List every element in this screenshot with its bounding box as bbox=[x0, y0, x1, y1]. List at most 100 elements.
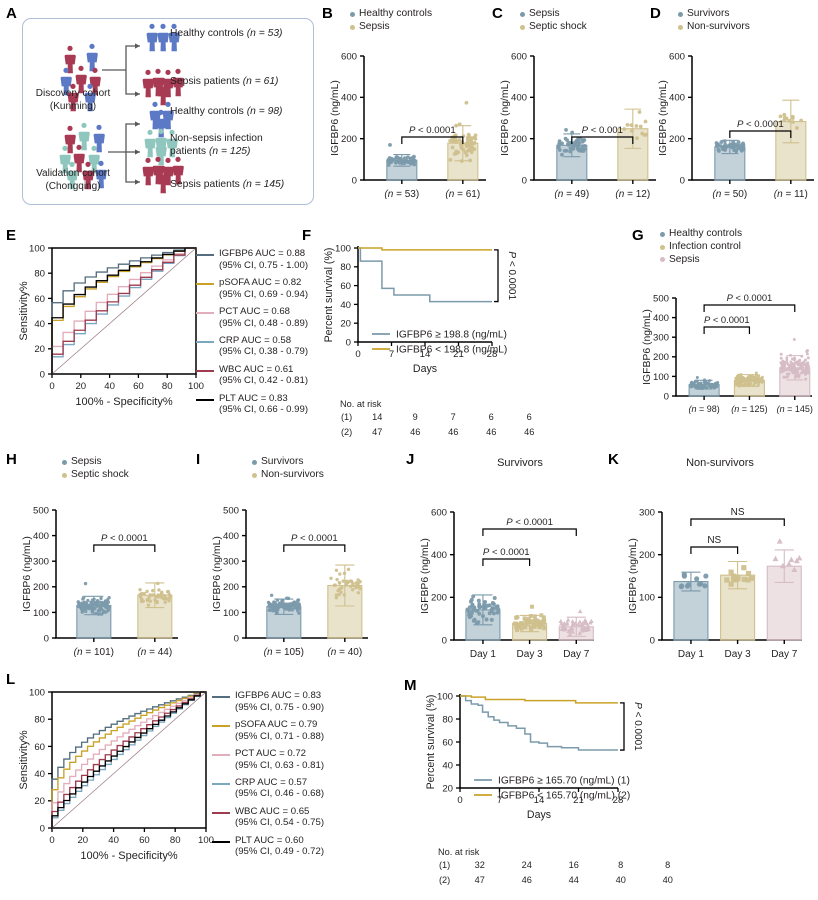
axis-tick-label: 60 bbox=[34, 294, 45, 305]
survival-legend-label: IGFBP6 < 165.70 (ng/mL) (2) bbox=[498, 791, 630, 802]
panel-a-arm-0: Healthy controls (n = 53) bbox=[170, 27, 282, 40]
axis-tick-label: 40 bbox=[34, 769, 45, 780]
legend-ci-line: (95% CI, 0.46 - 0.68) bbox=[235, 788, 325, 800]
legend-line-swatch bbox=[196, 254, 214, 256]
x-axis-tick-label: (n = 53) bbox=[384, 189, 419, 200]
panel-j-chart: 0 200 400 600 IGFBP6 (ng/mL) Day 1 Day 3 Day 7 P… bbox=[412, 478, 600, 668]
axis-tick-label: 21 bbox=[573, 795, 584, 806]
legend-line-swatch bbox=[212, 840, 230, 843]
risk-cell: 46 bbox=[521, 874, 532, 885]
legend-label: PCT AUC = 0.68 (95% CI, 0.48 - 0.89) bbox=[219, 306, 308, 329]
legend-line-swatch bbox=[212, 696, 230, 698]
legend-ci-line: (95% CI, 0.71 - 0.88) bbox=[235, 730, 325, 742]
axis-tick-label: 20 bbox=[442, 783, 453, 794]
y-axis-title: IGFBP6 (ng/mL) bbox=[212, 536, 223, 612]
panel-f-risk-table: No. at risk (1) 14 9 7 6 6 (2) 47 46 46 46 46 bbox=[340, 398, 548, 439]
legend-label: IGFBP6 AUC = 0.83 (95% CI, 0.75 - 0.90) bbox=[235, 690, 324, 713]
p-value-annotation: P < 0.0001 bbox=[727, 292, 773, 303]
panel-g-legend: Healthy controls Infection control Sepsi… bbox=[660, 228, 742, 266]
bar-group bbox=[512, 604, 548, 641]
risk-cell: 14 bbox=[372, 412, 383, 423]
panel-h-chart: 0 100 200 300 400 500 IGFBP6 (ng/mL) (n = 101) (… bbox=[14, 490, 184, 668]
arm-n: (n = 98) bbox=[246, 106, 283, 117]
axis-tick-label: 200 bbox=[511, 134, 527, 145]
p-value-annotation: NS bbox=[731, 507, 745, 518]
arm-n: (n = 53) bbox=[246, 28, 283, 39]
arm-text: Non-sepsis infection patients bbox=[170, 133, 263, 158]
axis-tick-label: 300 bbox=[653, 333, 669, 344]
roc-legend-item: PLT AUC = 0.60 (95% CI, 0.49 - 0.72) bbox=[212, 835, 324, 858]
axis-tick-label: 0 bbox=[44, 633, 49, 644]
axis-tick-label: 0 bbox=[352, 175, 357, 186]
panel-d-chart: 0 200 400 600 IGFBP6 (ng/mL) (n = 50) (n = 11)… bbox=[650, 40, 818, 210]
risk-table-row: (1) 32 24 16 8 8 bbox=[438, 858, 691, 872]
risk-cell: 40 bbox=[662, 874, 673, 885]
roc-legend-item: WBC AUC = 0.61 (95% CI, 0.42 - 0.81) bbox=[196, 364, 308, 387]
p-value-annotation: P < 0.0001 bbox=[632, 702, 643, 751]
axis-tick-label: 400 bbox=[341, 93, 357, 104]
panel-a-arm-2: Healthy controls (n = 98) bbox=[170, 105, 282, 118]
axis-tick-label: 200 bbox=[653, 352, 669, 363]
risk-cell: 32 bbox=[474, 860, 485, 871]
legend-line-swatch bbox=[196, 311, 214, 314]
axis-tick-label: 0 bbox=[40, 369, 45, 380]
panel-b-label: B bbox=[322, 5, 333, 22]
bar-group bbox=[714, 139, 746, 181]
y-axis-title: Percent survival (%) bbox=[425, 695, 437, 790]
panel-c-label: C bbox=[492, 5, 503, 22]
p-value-annotation: P < 0.0001 bbox=[506, 517, 553, 528]
roc-legend-item: CRP AUC = 0.57 (95% CI, 0.46 - 0.68) bbox=[212, 777, 324, 800]
survival-legend-label: IGFBP6 ≥ 198.8 (ng/mL) bbox=[396, 330, 507, 341]
x-axis-tick-label: Day 3 bbox=[517, 649, 544, 660]
cohort-site: (Chongqing) bbox=[45, 180, 101, 192]
legend-label: Sepsis bbox=[669, 253, 700, 265]
axis-tick-label: 28 bbox=[487, 349, 498, 360]
risk-cell: 47 bbox=[474, 874, 485, 885]
legend-label: Sepsis bbox=[529, 8, 560, 19]
risk-cell: 8 bbox=[618, 860, 624, 871]
risk-row-key: (1) bbox=[341, 412, 353, 423]
legend-item: Healthy controls bbox=[660, 228, 742, 241]
axis-tick-label: 400 bbox=[33, 531, 49, 542]
risk-cell: 46 bbox=[524, 426, 535, 437]
risk-cell: 8 bbox=[665, 860, 671, 871]
panel-e-legend: IGFBP6 AUC = 0.88 (95% CI, 0.75 - 1.00) pS… bbox=[196, 248, 308, 421]
legend-auc-line: IGFBP6 AUC = 0.83 bbox=[235, 690, 322, 701]
roc-curve-pct bbox=[51, 247, 196, 374]
legend-line-swatch bbox=[212, 753, 230, 756]
x-axis-tick-label: Day 1 bbox=[678, 649, 705, 660]
roc-curve-plt bbox=[51, 691, 206, 828]
legend-label: Sepsis bbox=[71, 456, 102, 467]
roc-legend-item: CRP AUC = 0.58 (95% CI, 0.38 - 0.79) bbox=[196, 335, 308, 358]
legend-item: Sepsis bbox=[520, 8, 587, 21]
legend-label: CRP AUC = 0.57 (95% CI, 0.46 - 0.68) bbox=[235, 777, 324, 800]
risk-cell: 40 bbox=[615, 874, 626, 885]
legend-ci-line: (95% CI, 0.66 - 0.99) bbox=[219, 404, 309, 416]
legend-label: Survivors bbox=[261, 456, 304, 467]
axis-tick-label: 200 bbox=[639, 550, 655, 561]
panel-g-chart: 0 100 200 300 400 500 IGFBP6 (ng/mL) (n = 98) (n… bbox=[636, 272, 818, 422]
axis-tick-label: 60 bbox=[139, 835, 150, 846]
axis-tick-label: 100 bbox=[223, 608, 239, 619]
axis-tick-label: 40 bbox=[34, 319, 45, 330]
risk-table-row: (2) 47 46 44 40 40 bbox=[438, 873, 691, 887]
axis-tick-label: 0 bbox=[457, 795, 462, 806]
legend-label: CRP AUC = 0.58 (95% CI, 0.38 - 0.79) bbox=[219, 335, 308, 358]
roc-curve-igfbp6 bbox=[51, 691, 206, 828]
bar-group bbox=[447, 100, 479, 181]
legend-label: WBC AUC = 0.61 (95% CI, 0.42 - 0.81) bbox=[219, 364, 308, 387]
legend-item: Sepsis bbox=[660, 254, 742, 267]
survival-curve-2 bbox=[358, 247, 492, 251]
legend-auc-line: PCT AUC = 0.72 bbox=[235, 747, 307, 759]
bar-group bbox=[766, 538, 803, 641]
legend-auc-line: PLT AUC = 0.60 bbox=[235, 834, 304, 846]
axis-tick-label: 300 bbox=[33, 557, 49, 568]
axis-tick-label: 40 bbox=[442, 760, 453, 771]
legend-item: Sepsis bbox=[62, 456, 129, 469]
legend-item: Non-survivors bbox=[678, 21, 750, 34]
arm-n: (n = 125) bbox=[208, 146, 251, 158]
axis-tick-label: 40 bbox=[340, 300, 351, 311]
bar-group bbox=[720, 560, 756, 641]
panel-k-title: Non-survivors bbox=[686, 457, 754, 469]
legend-item: Healthy controls bbox=[350, 8, 432, 21]
